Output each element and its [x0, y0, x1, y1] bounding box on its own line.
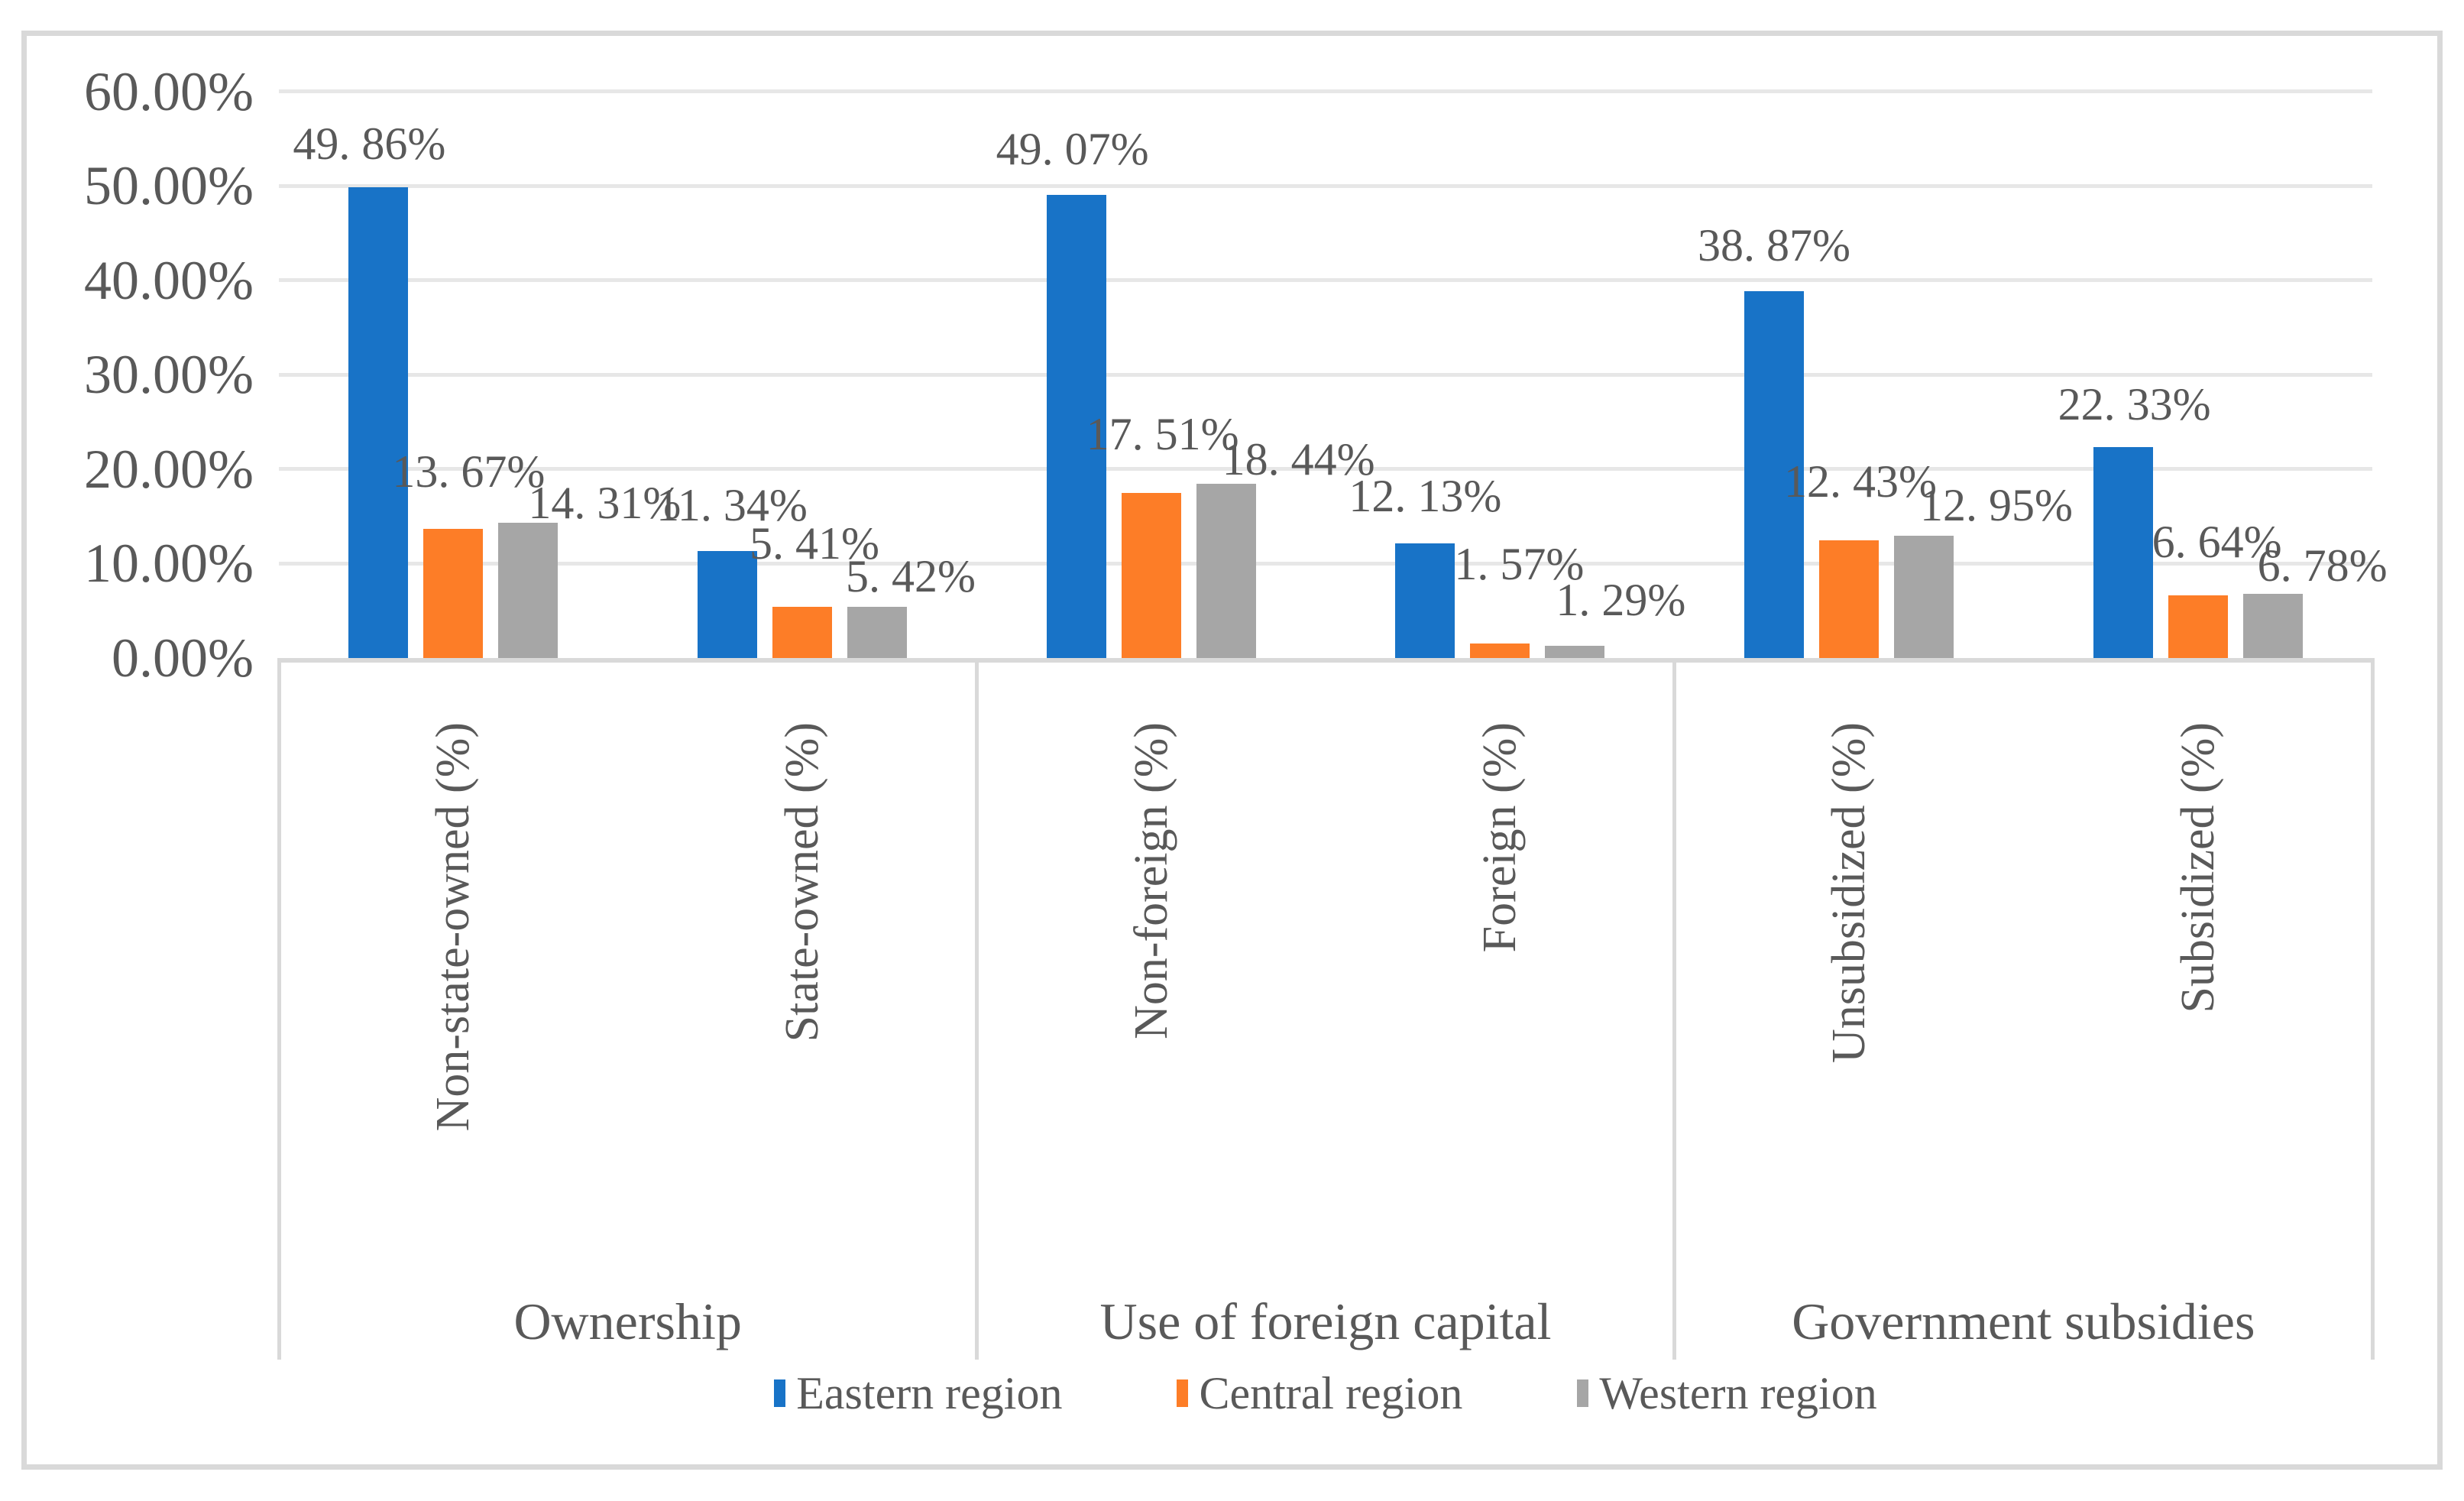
category-group-divider	[277, 658, 281, 1360]
category-group-label: Use of foreign capital	[1099, 1292, 1552, 1350]
bar-value-label: 22. 33%	[2058, 379, 2211, 430]
bar-western-region	[498, 523, 559, 658]
bar-value-label: 12. 43%	[1784, 456, 1937, 507]
y-axis-tick-label: 0.00%	[112, 627, 254, 689]
y-gridline	[279, 278, 2372, 283]
bar-value-label: 12. 95%	[1920, 479, 2073, 530]
bar-value-label: 38. 87%	[1698, 219, 1850, 271]
x-axis-line	[279, 658, 2372, 663]
bar-value-label: 14. 31%	[528, 478, 682, 529]
bar-central-region	[1819, 540, 1879, 658]
y-axis-tick-label: 60.00%	[84, 60, 254, 122]
y-gridline	[279, 89, 2372, 93]
bar-value-label: 5. 41%	[750, 518, 879, 569]
category-group-divider	[1672, 658, 1677, 1360]
bar-eastern-region	[348, 186, 409, 658]
bar-western-region	[1196, 484, 1256, 658]
bar-western-region	[2242, 594, 2303, 658]
legend-marker-icon	[1177, 1379, 1189, 1407]
legend-marker-icon	[774, 1379, 786, 1407]
legend-item-eastern-region: Eastern region	[774, 1369, 1062, 1418]
y-gridline	[279, 467, 2372, 472]
legend-marker-icon	[1577, 1379, 1589, 1407]
bar-central-region	[1121, 492, 1181, 658]
bar-eastern-region	[1046, 194, 1106, 658]
legend-label: Eastern region	[796, 1368, 1063, 1418]
y-axis-tick-label: 50.00%	[84, 155, 254, 217]
bar-eastern-region	[1395, 543, 1455, 658]
legend: Eastern region Central region Western regi…	[279, 1366, 2372, 1420]
bar-value-label: 6. 78%	[2257, 540, 2388, 592]
category-axis-label: State-owned (%)	[776, 722, 828, 1042]
bar-value-label: 17. 51%	[1086, 408, 1239, 459]
bar-eastern-region	[698, 550, 757, 658]
y-gridline	[279, 561, 2372, 566]
bar-value-label: 1. 29%	[1556, 575, 1686, 626]
bar-value-label: 1. 57%	[1454, 538, 1585, 589]
y-axis-tick-label: 20.00%	[84, 438, 254, 500]
bar-value-label: 13. 67%	[392, 446, 546, 498]
legend-label: Western region	[1599, 1368, 1877, 1418]
bar-value-label: 5. 42%	[846, 551, 976, 602]
bar-eastern-region	[2093, 447, 2153, 658]
y-axis-tick-label: 40.00%	[84, 249, 254, 311]
category-axis-label: Unsubsidized (%)	[1823, 722, 1875, 1063]
bar-value-label: 18. 44%	[1222, 434, 1375, 485]
legend-item-central-region: Central region	[1177, 1369, 1462, 1418]
bar-western-region	[1545, 646, 1605, 658]
y-gridline	[279, 183, 2372, 188]
bar-value-label: 49. 07%	[996, 123, 1149, 174]
category-axis-label: Non-foreign (%)	[1125, 722, 1177, 1039]
legend-label: Central region	[1199, 1368, 1463, 1418]
category-axis-label: Non-state-owned (%)	[427, 722, 480, 1132]
bar-western-region	[1894, 535, 1954, 658]
bar-value-label: 49. 86%	[293, 118, 446, 169]
category-axis-label: Foreign (%)	[1474, 722, 1527, 953]
bar-central-region	[2168, 595, 2228, 658]
legend-item-western-region: Western region	[1577, 1368, 1877, 1418]
y-axis-tick-label: 30.00%	[84, 344, 254, 406]
category-axis-label: Subsidized (%)	[2171, 722, 2224, 1013]
bar-western-region	[847, 607, 907, 658]
chart-frame: 0.00% 10.00% 20.00% 30.00% 40.00% 50.00% 60.00…	[21, 31, 2443, 1470]
category-group-divider	[974, 658, 979, 1360]
chart-plot-area: 0.00% 10.00% 20.00% 30.00% 40.00% 50.00% 60.00…	[27, 36, 2437, 1464]
bar-central-region	[423, 529, 484, 658]
bar-central-region	[1470, 643, 1530, 658]
bar-value-label: 11. 34%	[656, 479, 808, 530]
y-axis-tick-label: 10.00%	[84, 533, 254, 595]
category-group-label: Government subsidies	[1792, 1292, 2255, 1350]
bar-value-label: 6. 64%	[2152, 516, 2282, 567]
y-gridline	[279, 372, 2372, 377]
category-group-divider	[2370, 658, 2375, 1360]
category-group-label: Ownership	[513, 1292, 742, 1350]
bar-eastern-region	[1744, 290, 1804, 658]
bar-central-region	[772, 607, 832, 658]
bar-value-label: 12. 13%	[1349, 471, 1502, 522]
